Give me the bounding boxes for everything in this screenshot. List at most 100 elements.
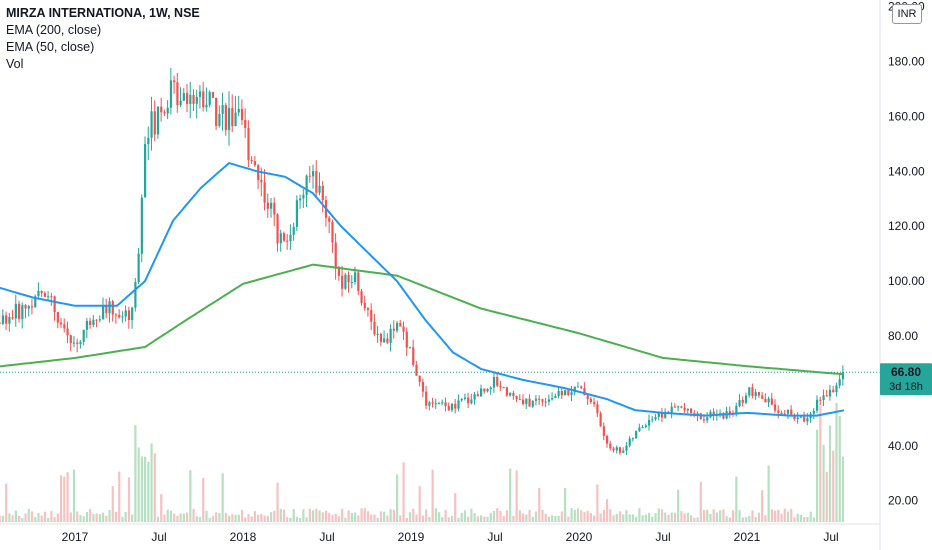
volume-bar <box>580 510 583 522</box>
volume-bar <box>463 510 467 522</box>
candle-body <box>838 379 841 386</box>
legend-ema50[interactable]: EMA (50, close) <box>6 40 95 54</box>
volume-bar <box>305 517 308 522</box>
candle-body <box>502 387 505 389</box>
candle-body <box>761 395 764 399</box>
candle-body <box>163 112 166 114</box>
volume-bar <box>832 450 835 522</box>
volume-bar <box>344 517 347 522</box>
volume-bar <box>673 512 677 522</box>
volume-bar <box>169 510 173 522</box>
volume-bar <box>447 517 450 522</box>
candle-body <box>557 390 560 397</box>
candle-body <box>754 392 757 397</box>
candle-body <box>408 347 412 349</box>
candle-body <box>85 320 89 330</box>
volume-bar <box>631 514 635 522</box>
volume-bar <box>247 514 250 522</box>
candle-body <box>648 419 651 426</box>
candle-body <box>305 175 308 195</box>
legend-ema200[interactable]: EMA (200, close) <box>6 23 102 37</box>
volume-bar <box>702 510 706 522</box>
volume-bar <box>434 508 437 522</box>
candle-body <box>509 393 512 396</box>
volume-bar <box>644 514 647 522</box>
volume-bar <box>596 484 599 522</box>
candle-body <box>208 91 211 105</box>
candle-body <box>92 319 95 325</box>
time-tick-label: Jul <box>319 530 334 544</box>
candle-body <box>82 329 85 342</box>
volume-bar <box>725 516 728 522</box>
volume-bar <box>547 516 551 522</box>
candle-body <box>263 182 266 203</box>
volume-bar <box>244 517 247 522</box>
volume-bar <box>218 513 221 522</box>
volume-bar <box>363 508 366 522</box>
volume-bar <box>602 509 605 522</box>
volume-bar <box>667 514 670 522</box>
volume-bar <box>273 510 276 522</box>
volume-bar <box>286 517 289 522</box>
candle-body <box>95 319 98 321</box>
candle-body <box>428 402 431 406</box>
volume-bar <box>396 474 399 522</box>
candle-body <box>467 397 470 404</box>
time-axis[interactable]: 2017 Jul 2018 Jul 2019 Jul 2020 Jul 2021 Jul <box>0 523 880 544</box>
volume-bar <box>69 512 72 522</box>
candle-body <box>744 395 748 403</box>
candle-body <box>567 390 570 395</box>
candle-body <box>602 426 605 437</box>
legend-vol[interactable]: Vol <box>6 57 24 71</box>
volume-bar <box>612 515 615 522</box>
candle-body <box>247 127 250 161</box>
volume-bar <box>399 515 402 522</box>
candle-body <box>438 403 441 405</box>
volume-bar <box>735 476 738 522</box>
volume-bar <box>816 429 819 522</box>
volume-bar <box>502 516 505 522</box>
price-tick-label: 80.00 <box>888 329 918 343</box>
candle-body <box>786 409 790 414</box>
candle-body <box>69 335 72 343</box>
volume-bar <box>5 483 8 522</box>
candle-body <box>289 234 292 242</box>
volume-bar <box>428 516 431 522</box>
candle-body <box>447 406 450 411</box>
candle-body <box>98 319 101 321</box>
volume-bar <box>777 509 780 522</box>
volume-bar <box>567 516 570 522</box>
candle-body <box>331 221 334 243</box>
candle-body <box>541 399 544 402</box>
volume-bar <box>92 513 95 522</box>
candle-body <box>564 390 567 396</box>
volume-bar <box>102 512 105 522</box>
candle-body <box>273 202 276 215</box>
volume-bar <box>282 509 286 522</box>
volume-bar <box>198 517 202 522</box>
candle-body <box>344 274 347 289</box>
volume-bar <box>573 509 576 522</box>
candle-body <box>386 338 389 343</box>
candle-body <box>173 80 176 83</box>
candle-body <box>631 438 635 440</box>
volume-bar <box>318 510 321 522</box>
volume-bar <box>176 515 179 522</box>
volume-bar <box>415 514 418 522</box>
volume-bar <box>34 517 37 522</box>
volume-bar <box>534 511 538 522</box>
symbol-title[interactable]: MIRZA INTERNATIONA, 1W, NSE <box>6 6 200 20</box>
candle-body <box>822 395 825 400</box>
candle-body <box>347 274 350 283</box>
volume-bar <box>748 515 751 522</box>
currency-button[interactable]: INR <box>892 4 922 24</box>
volume-bar <box>425 509 428 522</box>
volume-bar <box>699 482 702 522</box>
price-axis[interactable]: 20.0040.0060.0080.00100.00120.00140.0016… <box>879 0 925 550</box>
candle-body <box>767 398 770 403</box>
volume-bar <box>360 508 363 522</box>
candle-body <box>56 312 59 323</box>
candle-body <box>399 323 402 327</box>
volume-bar <box>224 512 227 522</box>
